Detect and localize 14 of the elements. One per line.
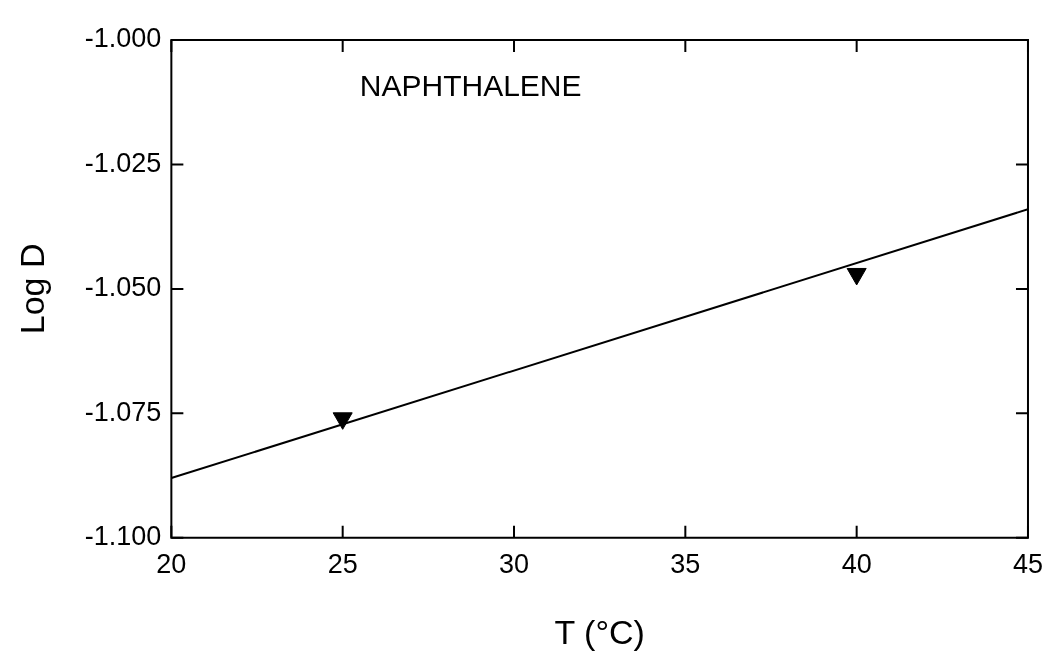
x-tick-label: 20 <box>156 549 187 580</box>
y-tick-label: -1.100 <box>84 521 162 552</box>
x-tick-label: 25 <box>327 549 358 580</box>
x-axis-title: T (°C) <box>554 612 645 651</box>
y-tick-label: -1.050 <box>84 272 162 303</box>
annotation: NAPHTHALENE <box>359 69 582 103</box>
y-tick-label: -1.025 <box>84 147 162 178</box>
y-tick-label: -1.000 <box>84 23 162 54</box>
x-tick-label: 35 <box>670 549 701 580</box>
x-tick-label: 40 <box>841 549 872 580</box>
y-tick-label: -1.075 <box>84 396 162 427</box>
y-axis-title: Log D <box>12 243 51 335</box>
x-tick-label: 45 <box>1012 549 1044 580</box>
x-tick-label: 30 <box>498 549 530 580</box>
